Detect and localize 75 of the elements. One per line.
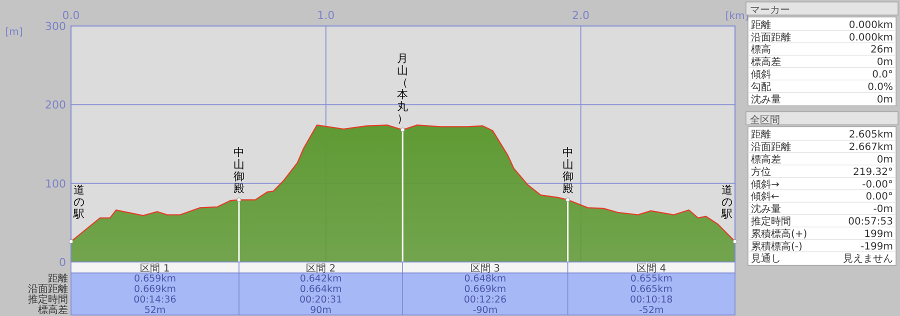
text: 距離 [48,272,68,284]
text: -0m [873,204,893,216]
text: -90m [472,305,498,316]
text: 0.642km [300,274,342,284]
ref-line-label: 中山御殿 [562,146,574,195]
text: 0.648km [464,274,506,284]
text: 90m [310,305,332,316]
text: -199m [860,241,893,252]
text: 沿面距離 [751,31,791,44]
y-tick-label: 0 [59,256,66,269]
text: 0.000km [848,20,893,31]
text: 0.664km [300,284,342,295]
text: 標高差 [751,154,781,166]
text: 沿面距離 [751,141,791,154]
ref-line-label: 中山御殿 [233,146,244,195]
text: 0m [876,94,893,106]
y-tick-label: 300 [45,20,66,33]
text: 0.669km [134,284,176,295]
text: 52m [144,305,166,316]
text: 0.669km [464,284,506,295]
text: 累積標高(+) [751,228,808,240]
text: 見えません [843,254,893,265]
text: 00:20:31 [299,294,342,306]
x-tick-label: 2.0 [572,9,590,22]
text: 区間 3 [470,264,500,274]
text: 標高 [751,44,771,56]
text: 199m [864,228,893,240]
text: 00:14:36 [134,294,176,306]
text: 26m [870,44,893,56]
text: 沈み量 [751,203,781,216]
text: マーカー [750,5,790,16]
y-tick-label: 200 [45,98,66,112]
text: 傾斜→ [751,178,780,190]
text: 推定時間 [28,294,68,306]
text: 区間 4 [636,264,666,274]
text: 2.667km [848,142,893,154]
text: 0.659km [134,274,176,284]
text: 見通し [751,252,781,265]
text: 区間 1 [140,264,170,274]
text: -0.00° [862,179,893,190]
text: 0.000km [848,32,893,44]
text: 00:57:53 [848,216,893,228]
x-tick-label: 1.0 [317,9,335,22]
text: 219.32° [853,166,893,178]
text: 標高差 [38,304,68,316]
annotation: 道の駅 [720,184,732,221]
text: 標高差 [751,56,781,68]
text: 全区間 [750,114,780,126]
text: 推定時間 [751,216,791,228]
text: 勾配 [751,80,771,93]
text: 方位 [751,166,771,178]
text: 距離 [751,128,771,141]
text: 0m [876,57,893,68]
text: 00:12:26 [464,294,507,306]
text: 0m [876,154,893,166]
text: 0.655km [630,274,672,284]
text: 0.0% [868,82,893,93]
text: 累積標高(-) [751,240,803,252]
y-axis-title: [m] [5,27,23,38]
text: 沈み量 [751,93,781,106]
annotation: 道の駅 [72,184,84,221]
text: 2.605km [848,130,893,141]
ref-line-label: 月山（本丸） [397,52,408,125]
text: -52m [639,305,664,316]
x-tick-label: 0.0 [62,9,80,22]
text: 傾斜 [751,68,771,80]
text: 0.0° [872,70,893,80]
text: 0.00° [866,192,893,203]
text: 沿面距離 [28,283,68,295]
text: 00:10:18 [630,294,673,306]
text: 区間 2 [306,264,336,274]
text: 距離 [751,18,771,31]
text: 0.665km [630,284,672,295]
text: 傾斜← [751,190,780,203]
y-tick-label: 100 [45,177,66,190]
